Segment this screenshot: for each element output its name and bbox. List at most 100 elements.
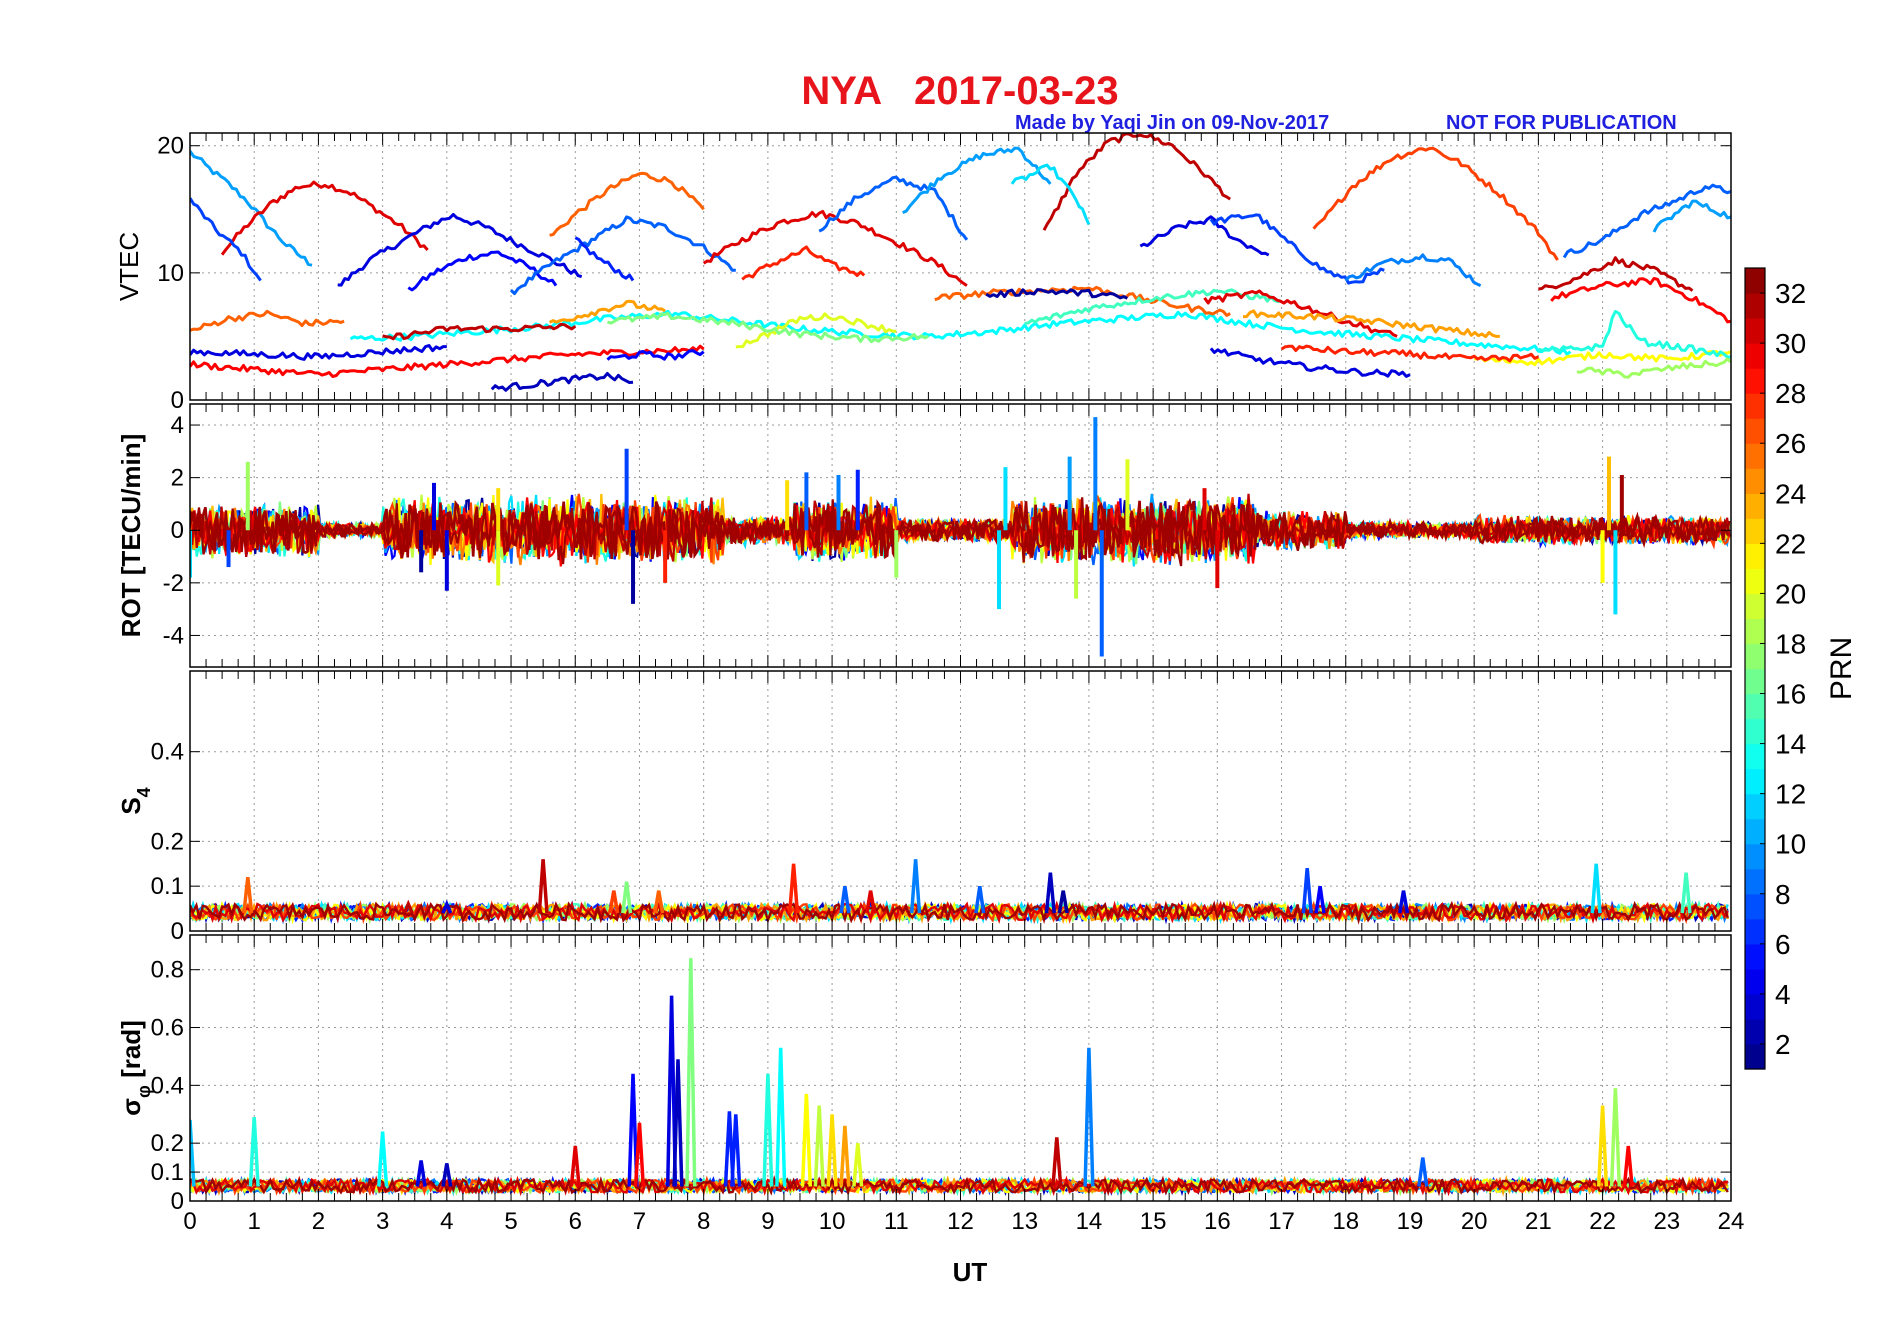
y-tick-label: 0.4 — [151, 739, 184, 766]
x-tick-label: 14 — [1076, 1208, 1103, 1235]
colorbar-segment — [1745, 293, 1765, 319]
y-tick-label: 20 — [157, 133, 184, 160]
x-tick-label: 2 — [312, 1208, 325, 1235]
colorbar-tick-label: 24 — [1775, 478, 1806, 509]
sigphi-spike-prn-4 — [415, 1160, 427, 1187]
x-tick-label: 6 — [569, 1208, 582, 1235]
x-tick-label: 7 — [633, 1208, 646, 1235]
sigphi-y-label-unit: [rad] — [116, 1020, 146, 1085]
x-tick-label: 24 — [1718, 1208, 1745, 1235]
y-tick-label: 0 — [171, 387, 184, 414]
vtec-trace-prn-4 — [1209, 347, 1411, 378]
y-tick-label: 0 — [171, 1188, 184, 1215]
sigphi-spike-prn-8 — [1417, 1157, 1429, 1187]
y-tick-label: 0.1 — [151, 1159, 184, 1186]
x-tick-label: 20 — [1461, 1208, 1488, 1235]
s4-spike-prn-2 — [1057, 890, 1069, 914]
y-tick-label: 0.1 — [151, 873, 184, 900]
colorbar-segment — [1745, 393, 1765, 419]
colorbar-segment — [1745, 468, 1765, 494]
x-tick-label: 15 — [1140, 1208, 1167, 1235]
colorbar-frame — [1744, 267, 1766, 1070]
vtec-trace-prn-18 — [1576, 357, 1731, 379]
s4-spike-prn-4 — [441, 899, 453, 914]
vtec-trace-prn-10 — [190, 150, 313, 267]
x-axis-label: UT — [953, 1257, 988, 1287]
y-tick-label: 0.8 — [151, 957, 184, 984]
vtec-trace-prn-8 — [1562, 183, 1731, 259]
s4-spike-prn-27 — [608, 890, 620, 914]
y-tick-label: 0 — [171, 517, 184, 544]
vtec-y-label: VTEC — [114, 232, 144, 301]
s4-spike-prn-8 — [839, 885, 851, 914]
notice-text: NOT FOR PUBLICATION — [1446, 112, 1677, 134]
sigphi-y-label: σφ [rad] — [116, 1020, 154, 1116]
sigphi-spike-prn-21 — [800, 1093, 813, 1187]
vtec-trace-prn-3 — [490, 372, 634, 392]
colorbar-segment — [1745, 818, 1765, 845]
colorbar-tick-label: 16 — [1775, 679, 1806, 710]
colorbar-segment — [1745, 943, 1765, 970]
colorbar-segment — [1745, 343, 1765, 369]
colorbar-tick-label: 10 — [1775, 829, 1806, 860]
vtec-trace-prn-5 — [606, 349, 705, 361]
panel-data — [190, 859, 1729, 925]
vtec-trace-prn-9 — [1344, 253, 1482, 287]
vtec-trace-prn-2 — [985, 288, 1129, 300]
sigphi-spike-prn-13 — [775, 1047, 787, 1187]
colorbar-tick-label: 6 — [1775, 929, 1791, 960]
panel-background — [190, 671, 1731, 931]
sigphi-spike-prn-29 — [633, 1122, 646, 1187]
x-tick-label: 21 — [1525, 1208, 1552, 1235]
vtec-trace-prn-30 — [1203, 289, 1398, 338]
s4-spike-prn-5 — [1314, 885, 1326, 914]
y-tick-label: 2 — [171, 465, 184, 492]
colorbar-tick-label: 12 — [1775, 779, 1806, 810]
sigphi-spike-prn-19 — [813, 1105, 825, 1187]
s4-spike-prn-28 — [787, 863, 800, 914]
vtec-trace-prn-26 — [934, 285, 1231, 317]
rot-y-label: ROT [TECU/min] — [116, 434, 146, 638]
sigphi-spike-prn-3 — [441, 1163, 453, 1187]
colorbar-segment — [1745, 318, 1765, 344]
colorbar-segment — [1745, 793, 1765, 820]
rot-trace-prn-32-dense — [190, 497, 1730, 562]
s4-spike-prn-30 — [865, 890, 877, 914]
colorbar-tick-label: 30 — [1775, 328, 1806, 359]
y-tick-label: -4 — [163, 622, 184, 649]
sigphi-spike-prn-29 — [1622, 1145, 1634, 1187]
sigphi-spike-prn-17 — [685, 958, 697, 1187]
vtec-trace-prn-28 — [1280, 344, 1540, 363]
colorbar-segment — [1745, 843, 1765, 870]
vtec-trace-prn-8 — [509, 215, 736, 296]
s4-spike-prn-9 — [909, 859, 922, 914]
y-tick-label: 10 — [157, 260, 184, 287]
s4-spike-prn-12 — [1590, 863, 1602, 914]
colorbar-segment — [1745, 268, 1765, 294]
y-tick-label: 0.6 — [151, 1015, 184, 1042]
colorbar-segment — [1745, 1043, 1765, 1070]
vtec-trace-prn-7 — [1209, 213, 1385, 285]
colorbar-segment — [1745, 893, 1765, 920]
colorbar-segment — [1745, 768, 1765, 795]
colorbar-segment — [1745, 668, 1765, 695]
vtec-trace-prn-24 — [548, 299, 666, 324]
colorbar-tick-label: 28 — [1775, 378, 1806, 409]
vtec-trace-prn-12 — [1010, 163, 1091, 226]
colorbar-segment — [1745, 543, 1765, 569]
vtec-trace-prn-20 — [735, 312, 897, 349]
panel-data — [190, 133, 1731, 392]
vtec-trace-prn-13 — [349, 309, 1572, 356]
panel-sigphi: 00.10.20.40.60.8σφ [rad]0 1 2 3 4 5 6 7 8 9 10 11 12… — [116, 934, 1745, 1235]
vtec-trace-prn-8 — [818, 175, 969, 241]
sigphi-trace-prn-32 — [190, 1174, 1729, 1197]
vtec-trace-prn-4 — [1139, 215, 1270, 257]
colorbar-segment — [1745, 868, 1765, 895]
colorbar-segment — [1745, 418, 1765, 444]
panel-rot: -4 -2 0 2 4 ROT [TECU/min] — [116, 403, 1732, 668]
vtec-trace-prn-29 — [1550, 277, 1731, 324]
x-tick-label: 18 — [1332, 1208, 1359, 1235]
y-tick-label: -2 — [163, 570, 184, 597]
panel-s4: 0 0.1 0.2 0.4 S4 — [116, 670, 1732, 945]
